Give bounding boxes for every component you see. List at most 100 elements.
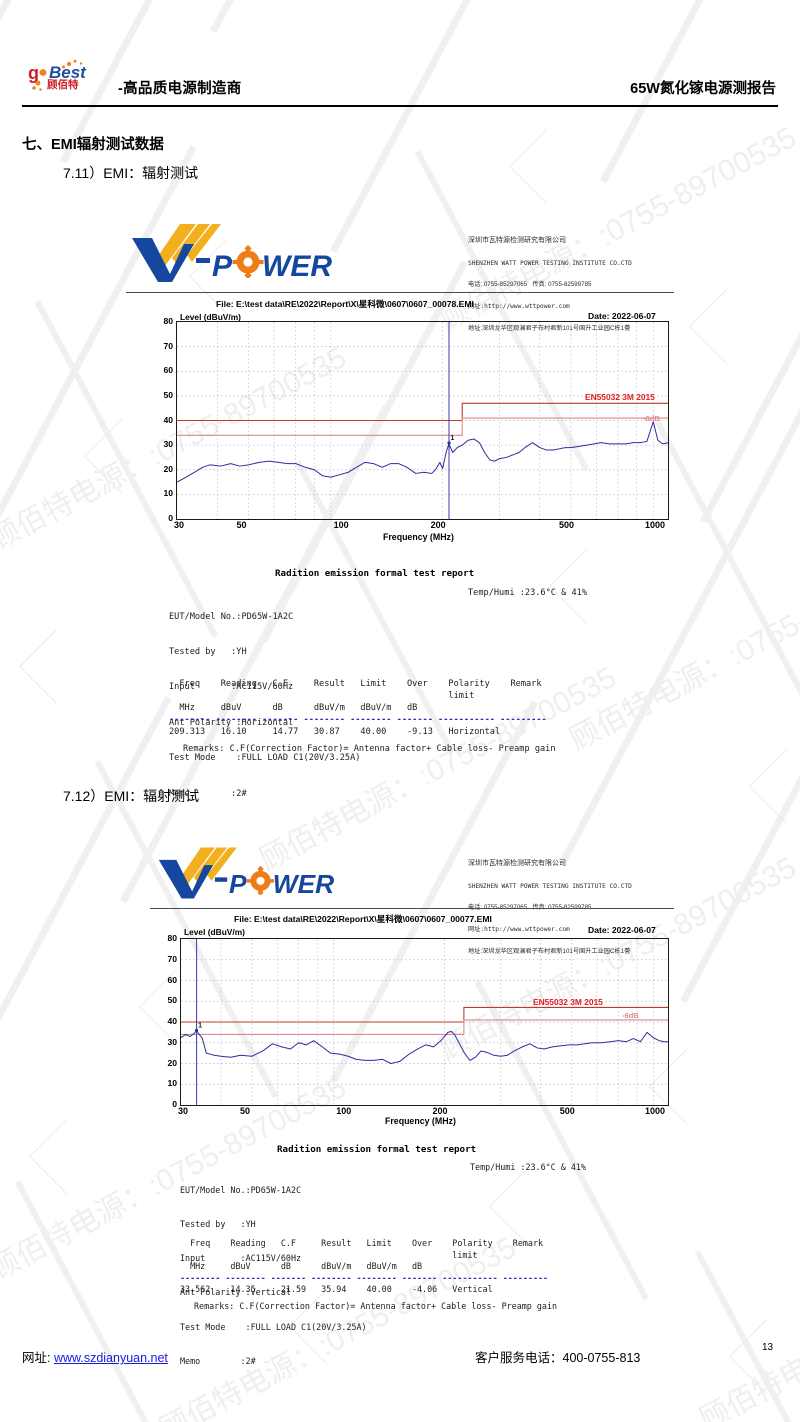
page-header: g Best 顾佰特 -高品质电源制造商 65W氮化镓电源测报告	[0, 55, 800, 110]
file-path-2: File: E:\test data\RE\2022\Report\X\星科微\…	[234, 914, 492, 924]
memo-value-2: 2#	[245, 1355, 256, 1366]
footer-service-phone: 客户服务电话：400-0755-813	[475, 1351, 641, 1365]
wpower-logo-1: P WER	[122, 222, 350, 289]
x-axis-label-1: Frequency (MHz)	[383, 532, 454, 542]
table-separator: -------- -------- ------- -------- -----…	[180, 1272, 549, 1283]
x-tick-label: 100	[336, 1106, 352, 1116]
y-tick-label: 10	[163, 488, 173, 499]
emi-chart-2: 1	[180, 938, 669, 1106]
report-date-1: Date: 2022-06-07	[588, 311, 656, 321]
table-row: 209.313 16.10 14.77 30.87 40.00 -9.13 Ho…	[169, 727, 501, 737]
report-info-2: EUT/Model No.:PD65W-1A2C Tested by :YH I…	[180, 1184, 367, 1366]
page-number: 13	[762, 1342, 774, 1353]
ant-label-2: Ant Polarity	[180, 1287, 241, 1298]
footer-website-label: 网址:	[22, 1351, 54, 1365]
tested-label-2: Tested by	[180, 1219, 226, 1230]
mode-label-2: Test Mode	[180, 1321, 226, 1332]
footer-website-link[interactable]: www.szdianyuan.net	[53, 1351, 168, 1365]
wpower-logo-2: P WER	[150, 845, 350, 906]
input-value-2: AC115V/60Hz	[245, 1253, 302, 1264]
y-tick-label: 80	[167, 933, 177, 943]
lab-name-cn-1: 深圳市瓦特源检测研究有限公司	[468, 236, 566, 244]
x-tick-label: 200	[432, 1106, 448, 1116]
y-axis-label-2: Level (dBuV/m)	[184, 927, 245, 937]
x-tick-label: 500	[558, 520, 574, 530]
file-path-1: File: E:\test data\RE\2022\Report\X\星科微\…	[216, 299, 474, 309]
header-doc-title: 65W氮化镓电源测报告	[630, 81, 776, 97]
memo-label-2: Memo	[180, 1355, 201, 1366]
ant-value-2: Vertical	[250, 1287, 291, 1298]
table-remarks: Remarks: C.F(Correction Factor)= Antenna…	[183, 744, 556, 754]
table-header-row-2: limit	[169, 691, 475, 701]
y-tick-label: 10	[167, 1078, 177, 1089]
y-tick-label: 50	[163, 389, 173, 400]
section-heading: 七、EMI辐射测试数据	[22, 137, 164, 153]
limit-legend-1: EN55032 3M 2015	[585, 392, 655, 402]
y-tick-label: 20	[167, 1057, 177, 1068]
y-tick-label: 60	[163, 365, 173, 376]
report-date-2: Date: 2022-06-07	[588, 925, 656, 935]
measurement-table-1: Freq Reading C.F Result Limit Over Polar…	[169, 678, 556, 755]
tested-value-1: YH	[236, 646, 247, 657]
y-tick-label: 0	[172, 1099, 177, 1109]
table-row: 33.562 14.35 21.59 35.94 40.00 -4.06 Ver…	[180, 1284, 493, 1295]
report-title-1: Radition emission formal test report	[275, 568, 475, 579]
lab-name-en-2: SHENZHEN WATT POWER TESTING INSTITUTE CO…	[468, 882, 632, 890]
temp-humi-1: Temp/Humi :23.6°C & 41%	[468, 588, 587, 598]
limit-legend-6db-2: -6dB	[622, 1011, 639, 1020]
table-header-row-2: limit	[180, 1249, 478, 1260]
svg-text:1: 1	[451, 435, 455, 442]
svg-text:WER: WER	[262, 250, 332, 283]
svg-text:1: 1	[198, 1022, 202, 1029]
y-tick-label: 70	[167, 953, 177, 964]
lab-address-2: 地址:深圳龙华区观澜君子布村君新101号国升工业园C栋1甍	[468, 948, 631, 956]
memo-value-1: 2#	[236, 788, 247, 799]
lab-name-en-1: SHENZHEN WATT POWER TESTING INSTITUTE CO…	[468, 259, 632, 267]
limit-legend-2: EN55032 3M 2015	[533, 997, 603, 1007]
tested-value-2: YH	[245, 1219, 256, 1230]
eut-value-2: PD65W-1A2C	[250, 1184, 302, 1195]
x-tick-label: 1000	[645, 1106, 666, 1116]
x-tick-label: 100	[333, 520, 349, 530]
x-tick-label: 50	[236, 520, 247, 530]
header-tagline: -高品质电源制造商	[118, 81, 242, 97]
x-tick-label: 1000	[645, 520, 666, 530]
x-tick-label: 30	[174, 520, 185, 530]
table-remarks: Remarks: C.F(Correction Factor)= Antenna…	[194, 1300, 558, 1311]
emi-chart-1-canvas: 1	[177, 322, 668, 519]
report-title-2: Radition emission formal test report	[277, 1144, 477, 1155]
footer-website: 网址: www.szdianyuan.net	[22, 1347, 168, 1366]
svg-text:g: g	[28, 63, 39, 83]
eut-label-1: EUT/Model No.	[169, 611, 237, 622]
card-divider-1	[126, 292, 674, 293]
tested-label-1: Tested by	[169, 646, 216, 657]
x-tick-label: 50	[239, 1106, 250, 1116]
temp-humi-2: Temp/Humi :23.6°C & 41%	[470, 1162, 586, 1172]
y-tick-label: 70	[163, 340, 173, 351]
eut-label-2: EUT/Model No.	[180, 1184, 246, 1195]
y-tick-label: 60	[167, 974, 177, 985]
table-header-row: Freq Reading C.F Result Limit Over Polar…	[180, 1238, 544, 1248]
y-tick-label: 0	[168, 513, 173, 523]
header-divider	[22, 105, 778, 107]
mode-value-2: FULL LOAD C1(20V/3.25A)	[250, 1321, 367, 1332]
lab-name-cn-2: 深圳市瓦特源检测研究有限公司	[468, 859, 566, 867]
svg-text:WER: WER	[273, 869, 334, 899]
lab-website-1: 网址:http://www.wttpower.com	[468, 303, 570, 311]
table-header-row: Freq Reading C.F Result Limit Over Polar…	[169, 679, 542, 689]
limit-legend-6db-1: -6dB	[643, 414, 660, 423]
table-units-row: MHz dBuV dB dBuV/m dBuV/m dB	[169, 703, 449, 713]
gobest-logo: g Best 顾佰特	[26, 57, 118, 99]
table-separator: -------- -------- ------- -------- -----…	[169, 715, 547, 725]
emi-chart-2-canvas: 1	[181, 939, 668, 1105]
x-tick-label: 500	[559, 1106, 575, 1116]
y-tick-label: 20	[163, 463, 173, 474]
y-tick-label: 30	[163, 439, 173, 450]
y-tick-label: 30	[167, 1036, 177, 1047]
x-tick-label: 200	[430, 520, 446, 530]
measurement-table-2: Freq Reading C.F Result Limit Over Polar…	[180, 1238, 557, 1313]
svg-text:顾佰特: 顾佰特	[47, 78, 79, 91]
y-tick-label: 40	[167, 1016, 177, 1026]
svg-text:P: P	[212, 250, 233, 283]
